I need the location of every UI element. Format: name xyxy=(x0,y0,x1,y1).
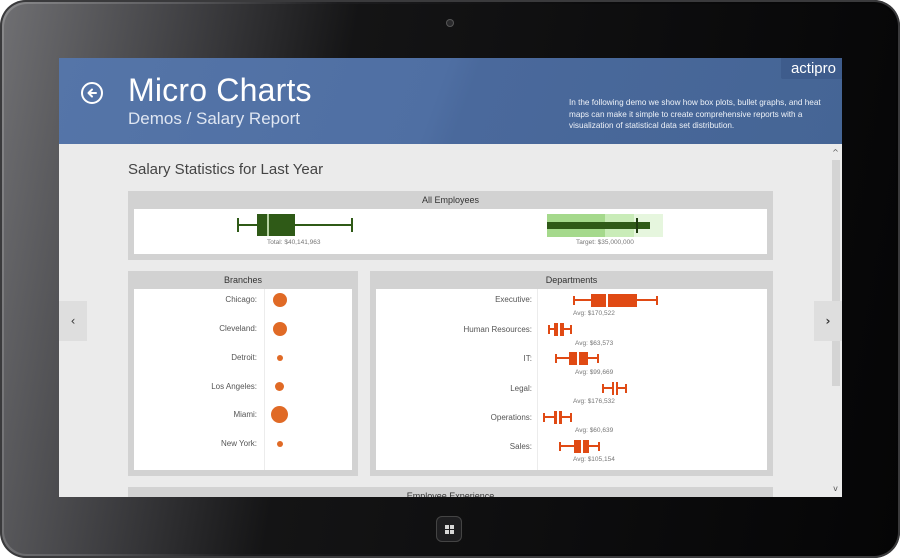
actipro-logo: actipro xyxy=(780,58,842,79)
department-boxplot[interactable] xyxy=(548,323,572,336)
department-label: Sales: xyxy=(509,442,532,451)
panel-body: Total: $40,141,963 Target: $35,000,000 xyxy=(134,209,767,254)
department-caption: Avg: $99,669 xyxy=(575,369,614,376)
app-screen: Micro Charts Demos / Salary Report actip… xyxy=(59,58,842,497)
column-divider xyxy=(264,289,265,470)
scroll-down-icon[interactable]: v xyxy=(833,484,838,493)
department-caption: Avg: $105,154 xyxy=(573,456,615,463)
panel-body: Chicago: Cleveland: Detroit: Los Angeles… xyxy=(134,289,352,470)
panel-title: Departments xyxy=(545,275,598,285)
department-boxplot[interactable] xyxy=(559,440,600,453)
branch-label: Miami: xyxy=(233,410,257,419)
department-boxplot[interactable] xyxy=(543,411,572,424)
scroll-thumb[interactable] xyxy=(832,160,840,386)
breadcrumb: Demos / Salary Report xyxy=(128,109,300,128)
branch-label: Chicago: xyxy=(225,295,257,304)
branch-dot[interactable] xyxy=(273,293,287,307)
total-caption: Total: $40,141,963 xyxy=(267,239,321,246)
arrow-left-icon xyxy=(87,88,97,98)
department-label: Operations: xyxy=(490,413,532,422)
target-caption: Target: $35,000,000 xyxy=(576,239,634,246)
panel-body: Executive: Avg: $170,522 Human Resources… xyxy=(376,289,767,470)
branch-label: Cleveland: xyxy=(219,324,257,333)
chevron-right-icon: › xyxy=(825,314,831,328)
department-caption: Avg: $60,639 xyxy=(575,427,614,434)
branch-dot[interactable] xyxy=(277,441,283,447)
department-boxplot[interactable] xyxy=(555,352,599,365)
scroll-up-icon[interactable]: ^ xyxy=(832,148,839,157)
department-label: IT: xyxy=(523,354,532,363)
department-boxplot[interactable] xyxy=(602,382,627,395)
panel-title: Branches xyxy=(223,275,263,285)
branch-label: Los Angeles: xyxy=(211,382,257,391)
department-caption: Avg: $63,573 xyxy=(575,340,614,347)
demo-description: In the following demo we show how box pl… xyxy=(569,98,821,130)
department-label: Legal: xyxy=(510,384,532,393)
branch-dot[interactable] xyxy=(277,355,283,361)
department-label: Human Resources: xyxy=(463,325,532,334)
target-bullet-graph[interactable] xyxy=(547,214,663,237)
branches-panel: Branches Chicago: Cleveland: Detroit: Lo… xyxy=(128,271,358,476)
vertical-scrollbar[interactable]: ^ v xyxy=(831,146,840,496)
departments-panel: Departments Executive: Avg: $170,522 Hum… xyxy=(370,271,773,476)
previous-page-button[interactable]: ‹ xyxy=(59,301,87,341)
department-caption: Avg: $170,522 xyxy=(573,310,615,317)
app-header: Micro Charts Demos / Salary Report actip… xyxy=(59,58,842,144)
app-title: Micro Charts xyxy=(128,72,312,108)
panel-title: All Employees xyxy=(421,195,480,205)
branch-dot[interactable] xyxy=(273,322,287,336)
employee-experience-panel: Employee Experience xyxy=(128,487,773,497)
windows-home-button[interactable] xyxy=(436,516,462,542)
department-boxplot[interactable] xyxy=(573,294,658,307)
branch-label: New York: xyxy=(220,439,257,448)
back-button[interactable] xyxy=(81,82,103,104)
next-page-button[interactable]: › xyxy=(814,301,842,341)
department-caption: Avg: $176,532 xyxy=(573,398,615,405)
branch-dot[interactable] xyxy=(275,382,284,391)
column-divider xyxy=(537,289,538,470)
chevron-left-icon: ‹ xyxy=(70,314,76,328)
branch-label: Detroit: xyxy=(231,353,257,362)
windows-logo-icon xyxy=(444,524,454,534)
total-salary-boxplot[interactable] xyxy=(237,213,353,237)
panel-title: Employee Experience xyxy=(406,491,495,497)
page-title: Salary Statistics for Last Year xyxy=(128,161,324,178)
camera-icon xyxy=(446,19,454,27)
content-area: Salary Statistics for Last Year All Empl… xyxy=(59,144,842,497)
branch-dot[interactable] xyxy=(271,406,288,423)
all-employees-panel: All Employees Total: $40,141,963 xyxy=(128,191,773,260)
department-label: Executive: xyxy=(495,295,532,304)
